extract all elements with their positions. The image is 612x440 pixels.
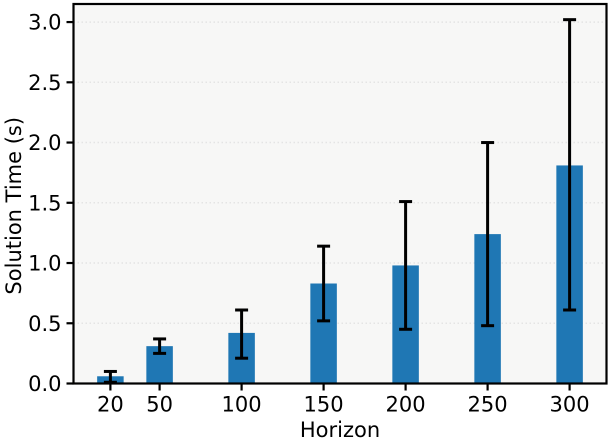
x-tick-label: 250 <box>468 393 508 417</box>
y-tick-label: 2.0 <box>28 131 61 155</box>
x-tick-label: 20 <box>97 393 124 417</box>
y-tick-label: 0.0 <box>28 372 61 396</box>
y-tick-label: 1.5 <box>28 191 61 215</box>
x-tick-label: 300 <box>550 393 590 417</box>
y-tick-label: 0.5 <box>28 312 61 336</box>
x-tick-label: 100 <box>222 393 262 417</box>
plot-area <box>73 4 607 384</box>
y-tick-label: 3.0 <box>28 11 61 35</box>
x-tick-label: 150 <box>304 393 344 417</box>
y-tick-label: 1.0 <box>28 252 61 276</box>
x-tick-label: 50 <box>146 393 173 417</box>
y-tick-label: 2.5 <box>28 71 61 95</box>
axes-frame <box>72 2 608 385</box>
x-tick-label: 200 <box>386 393 426 417</box>
x-axis-label: Horizon <box>300 418 380 440</box>
y-axis-label: Solution Time (s) <box>2 117 26 295</box>
